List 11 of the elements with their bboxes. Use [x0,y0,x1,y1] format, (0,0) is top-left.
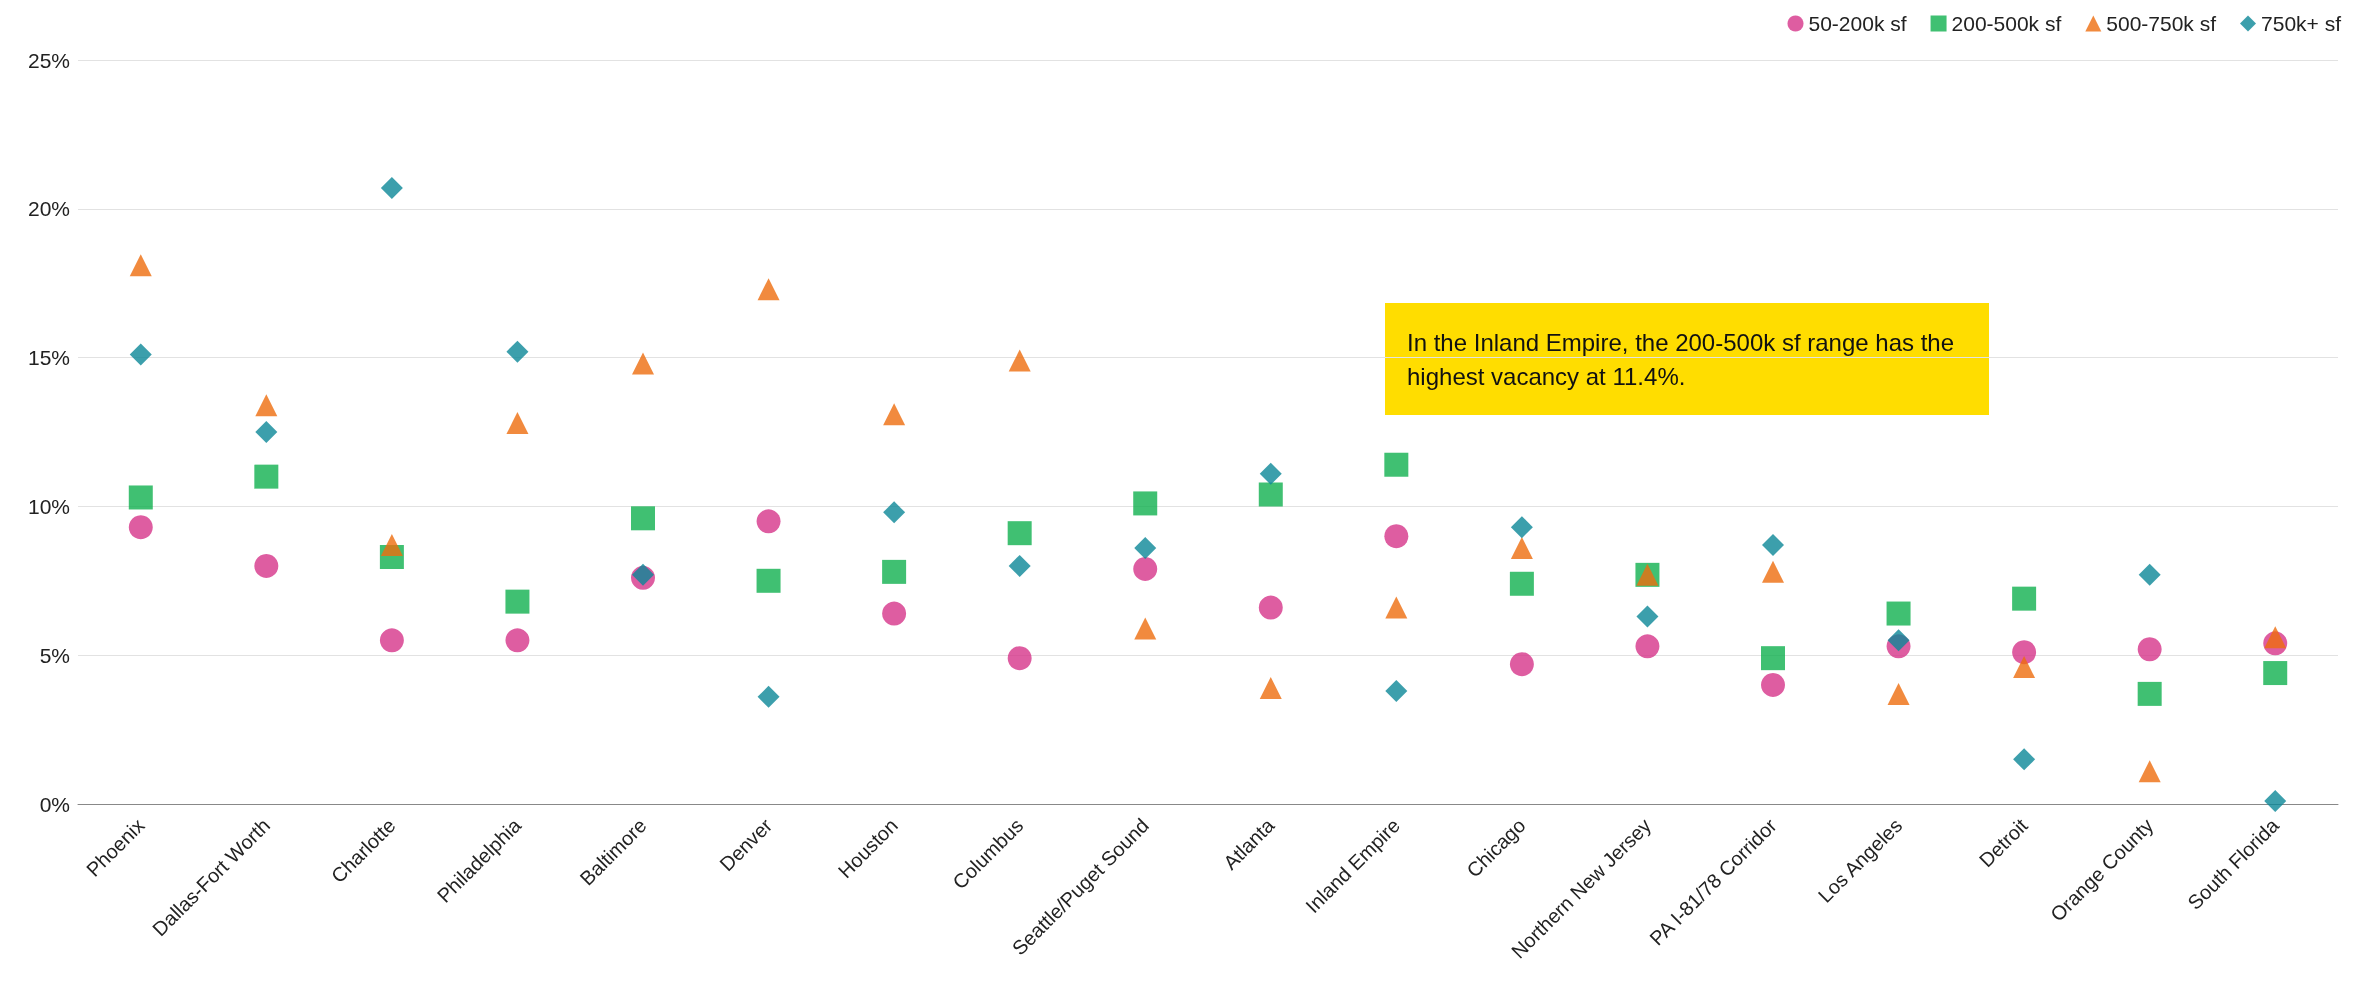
y-tick-label: 25% [27,48,70,72]
annotation: In the Inland Empire, the 200-500k sf range has the highest vacancy at 11.4%. [1407,328,1961,390]
y-tick-label: 5% [39,643,70,667]
y-tick-label: 0% [39,792,70,816]
y-tick-label: 10% [27,494,70,518]
y-tick-label: 15% [27,346,70,370]
legend-label: 200-500k sf [1951,12,2062,35]
legend-label: 50-200k sf [1808,12,1907,35]
y-tick-label: 20% [27,197,70,221]
legend-label: 750k+ sf [2261,12,2342,35]
legend-label: 500-750k sf [2106,12,2217,35]
